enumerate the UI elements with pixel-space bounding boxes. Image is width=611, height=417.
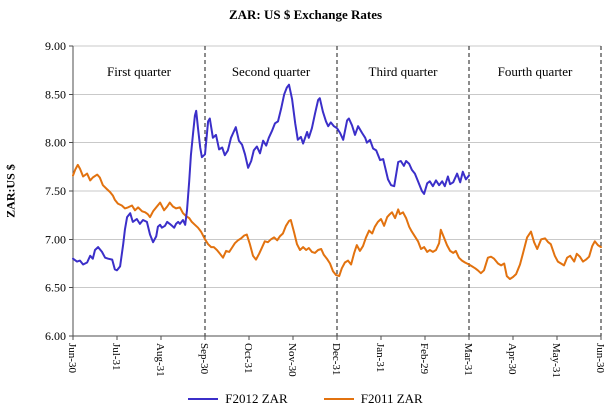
- chart-title: ZAR: US $ Exchange Rates: [228, 7, 383, 22]
- quarter-label: First quarter: [107, 64, 172, 79]
- legend-label-f2012: F2012 ZAR: [225, 391, 288, 406]
- y-tick-label: 8.00: [45, 136, 66, 150]
- legend-item-f2012: F2012 ZAR: [188, 391, 288, 407]
- y-tick-label: 9.00: [45, 39, 66, 53]
- x-tick-label: Aug-31: [154, 343, 166, 377]
- y-tick-label: 7.50: [45, 184, 66, 198]
- x-tick-label: Apr-30: [506, 343, 518, 375]
- legend-line-swatch-f2012: [188, 398, 219, 400]
- x-tick-label: Nov-30: [286, 343, 298, 377]
- x-tick-label: Jun-30: [594, 343, 606, 373]
- y-tick-label: 6.50: [45, 281, 66, 295]
- x-tick-label: Feb-29: [418, 343, 430, 375]
- legend: F2012 ZAR F2011 ZAR: [0, 391, 611, 407]
- x-tick-label: Sep-30: [198, 343, 210, 375]
- f2011-zar-line: [72, 163, 602, 280]
- x-tick-label: May-31: [550, 343, 562, 378]
- x-tick-label: Oct-31: [242, 343, 254, 374]
- x-tick-label: Dec-31: [330, 343, 342, 375]
- f2012-zar-line: [72, 83, 470, 272]
- legend-label-f2011: F2011 ZAR: [360, 391, 423, 406]
- quarter-label: Fourth quarter: [498, 64, 573, 79]
- x-tick-label: Jun-30: [66, 343, 78, 373]
- legend-item-f2011: F2011 ZAR: [323, 391, 423, 407]
- quarter-label: Third quarter: [369, 64, 439, 79]
- y-tick-label: 8.50: [45, 87, 66, 101]
- x-tick-label: Mar-31: [462, 343, 474, 376]
- x-tick-label: Jul-31: [110, 343, 122, 371]
- legend-line-swatch-f2011: [323, 398, 354, 400]
- x-tick-label: Jan-31: [374, 343, 386, 372]
- y-tick-label: 7.00: [45, 232, 66, 246]
- y-tick-label: 6.00: [45, 329, 66, 343]
- quarter-label: Second quarter: [232, 64, 311, 79]
